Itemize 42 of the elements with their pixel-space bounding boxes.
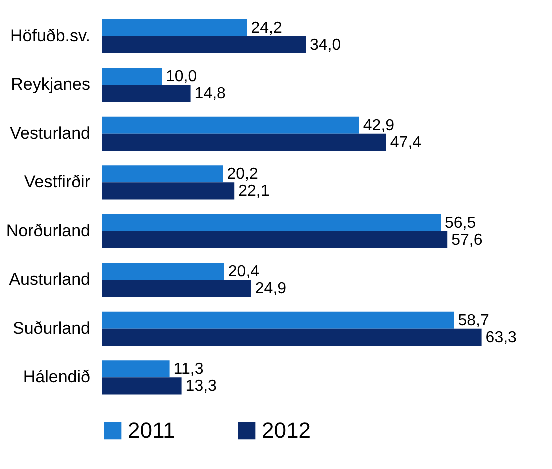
bar bbox=[102, 19, 248, 36]
bar bbox=[102, 68, 162, 86]
data-label: 42,9 bbox=[363, 117, 395, 134]
bar bbox=[102, 280, 252, 298]
y-tick-label: Hálendið bbox=[23, 368, 90, 387]
bar bbox=[102, 312, 454, 329]
y-tick-label: Suðurland bbox=[12, 318, 90, 338]
y-tick-label: Norðurland bbox=[6, 221, 90, 240]
data-label: 57,6 bbox=[452, 232, 483, 249]
bar bbox=[102, 328, 482, 346]
y-tick-label: Austurland bbox=[9, 270, 90, 290]
bar bbox=[102, 378, 182, 395]
legend-label: 2012 bbox=[262, 418, 311, 443]
data-label: 20,4 bbox=[228, 264, 260, 281]
bar bbox=[102, 134, 386, 151]
bar bbox=[102, 116, 360, 134]
data-label: 13,3 bbox=[186, 378, 218, 396]
data-label: 24,9 bbox=[255, 280, 287, 298]
bar bbox=[102, 182, 235, 200]
data-label: 56,5 bbox=[445, 214, 476, 232]
bar bbox=[102, 360, 170, 378]
bar bbox=[102, 166, 224, 183]
data-label: 24,2 bbox=[251, 20, 282, 37]
bar bbox=[102, 263, 224, 280]
data-label: 58,7 bbox=[458, 312, 490, 330]
data-label: 11,3 bbox=[174, 361, 204, 378]
y-tick-label: Reykjanes bbox=[11, 75, 90, 94]
bar bbox=[102, 85, 191, 102]
data-label: 47,4 bbox=[390, 134, 422, 152]
bar bbox=[102, 36, 306, 54]
y-tick-label: Vestfirðir bbox=[24, 172, 91, 192]
y-tick-label: Vesturland bbox=[10, 124, 90, 143]
bar bbox=[102, 231, 448, 248]
data-label: 34,0 bbox=[310, 36, 342, 54]
bar bbox=[102, 214, 441, 232]
legend-label: 2011 bbox=[128, 418, 176, 443]
data-label: 22,1 bbox=[238, 183, 270, 200]
data-label: 63,3 bbox=[486, 329, 518, 346]
data-label: 14,8 bbox=[194, 86, 226, 103]
y-tick-label: Höfuðb.sv. bbox=[10, 26, 90, 46]
data-label: 20,2 bbox=[227, 166, 258, 184]
data-label: 10,0 bbox=[166, 68, 198, 86]
